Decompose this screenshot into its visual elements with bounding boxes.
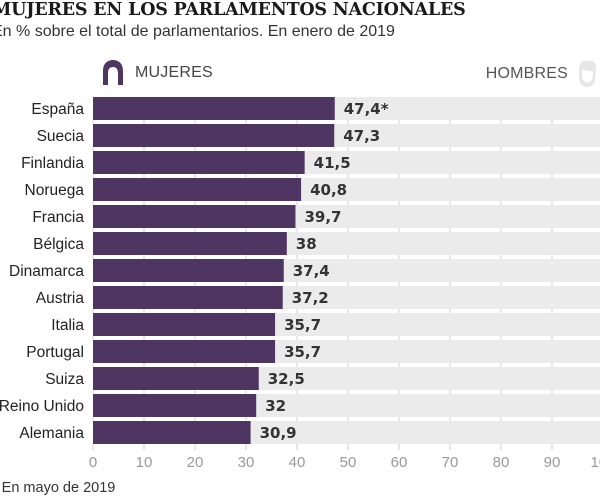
value-label: 32,5 bbox=[268, 370, 305, 388]
x-tick-label: 40 bbox=[289, 454, 306, 471]
category-label: Austria bbox=[36, 290, 85, 307]
category-label: Portugal bbox=[26, 344, 84, 361]
bar-mujeres bbox=[93, 340, 276, 363]
value-label: 38 bbox=[296, 235, 317, 253]
legend-men: HOMBRES bbox=[486, 60, 598, 88]
bar-mujeres bbox=[93, 313, 276, 336]
bar-mujeres bbox=[93, 124, 335, 147]
value-label: 47,3 bbox=[343, 127, 380, 145]
chart-title: MUJERES EN LOS PARLAMENTOS NACIONALES bbox=[0, 0, 466, 20]
x-tick-label: 50 bbox=[340, 454, 357, 471]
bar-mujeres bbox=[93, 286, 283, 309]
bar-mujeres bbox=[93, 205, 296, 228]
bar-mujeres bbox=[93, 259, 284, 282]
value-label: 30,9 bbox=[260, 424, 297, 442]
value-label: 37,4 bbox=[293, 262, 330, 280]
x-tick-label: 70 bbox=[442, 454, 459, 471]
legend-women-label: MUJERES bbox=[135, 64, 213, 81]
bar-mujeres bbox=[93, 232, 287, 255]
value-label: 39,7 bbox=[304, 208, 341, 226]
woman-head-icon bbox=[103, 60, 123, 85]
value-label: 32 bbox=[265, 397, 286, 415]
value-label: 40,8 bbox=[310, 181, 347, 199]
category-label: Bélgica bbox=[33, 236, 84, 253]
category-label: Suiza bbox=[45, 371, 84, 388]
value-label: 35,7 bbox=[284, 316, 321, 334]
bar-mujeres bbox=[93, 421, 251, 444]
category-label: Alemania bbox=[19, 425, 84, 442]
chart-subtitle: En % sobre el total de parlamentarios. E… bbox=[0, 23, 395, 40]
category-label: España bbox=[31, 101, 84, 118]
footnote: * En mayo de 2019 bbox=[0, 480, 116, 496]
category-label: Dinamarca bbox=[9, 263, 84, 280]
x-tick-label: 60 bbox=[391, 454, 408, 471]
x-tick-label: 100 bbox=[590, 454, 600, 471]
man-head-icon bbox=[579, 60, 596, 87]
category-label: Suecia bbox=[37, 128, 85, 145]
category-label: Francia bbox=[32, 209, 84, 226]
value-label: 35,7 bbox=[284, 343, 321, 361]
category-label: Reino Unido bbox=[0, 398, 84, 415]
x-tick-label: 20 bbox=[187, 454, 204, 471]
bar-mujeres bbox=[93, 367, 259, 390]
bar-mujeres bbox=[93, 394, 257, 417]
bar-mujeres bbox=[93, 151, 305, 174]
category-label: Finlandia bbox=[21, 155, 84, 172]
value-label: 41,5 bbox=[314, 154, 351, 172]
x-tick-label: 90 bbox=[544, 454, 561, 471]
value-label: 37,2 bbox=[292, 289, 329, 307]
x-tick-label: 10 bbox=[136, 454, 153, 471]
x-tick-label: 80 bbox=[493, 454, 510, 471]
category-label: Noruega bbox=[25, 182, 85, 199]
bar-mujeres bbox=[93, 97, 335, 120]
value-label: 47,4* bbox=[344, 100, 389, 118]
x-tick-label: 30 bbox=[238, 454, 255, 471]
bar-mujeres bbox=[93, 178, 302, 201]
legend-women: MUJERES bbox=[101, 60, 213, 86]
category-label: Italia bbox=[51, 317, 84, 334]
legend-men-label: HOMBRES bbox=[485, 65, 568, 82]
x-tick-label: 0 bbox=[89, 454, 97, 471]
